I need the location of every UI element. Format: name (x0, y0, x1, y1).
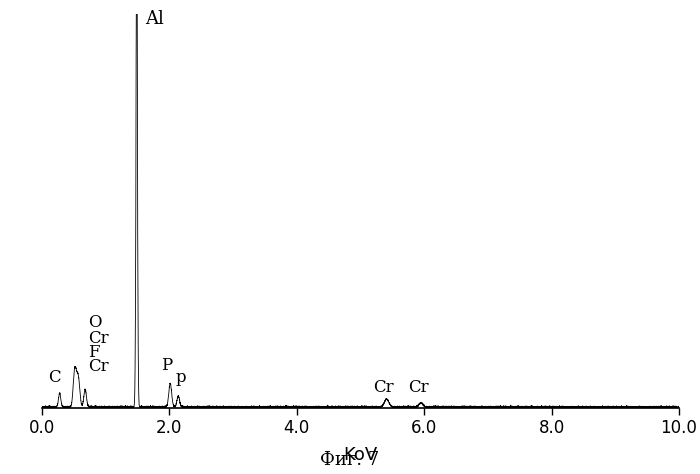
Text: Cr: Cr (88, 358, 108, 375)
Text: Фиг. 7: Фиг. 7 (321, 451, 379, 469)
Text: Cr: Cr (88, 329, 108, 346)
Text: p: p (176, 369, 186, 386)
Text: Al: Al (145, 10, 164, 28)
Text: F: F (88, 344, 99, 361)
Text: C: C (48, 369, 61, 386)
X-axis label: KoV: KoV (344, 446, 377, 464)
Text: P: P (161, 357, 172, 374)
Text: Cr: Cr (408, 379, 429, 396)
Text: Cr: Cr (373, 379, 394, 396)
Text: O: O (88, 314, 102, 331)
